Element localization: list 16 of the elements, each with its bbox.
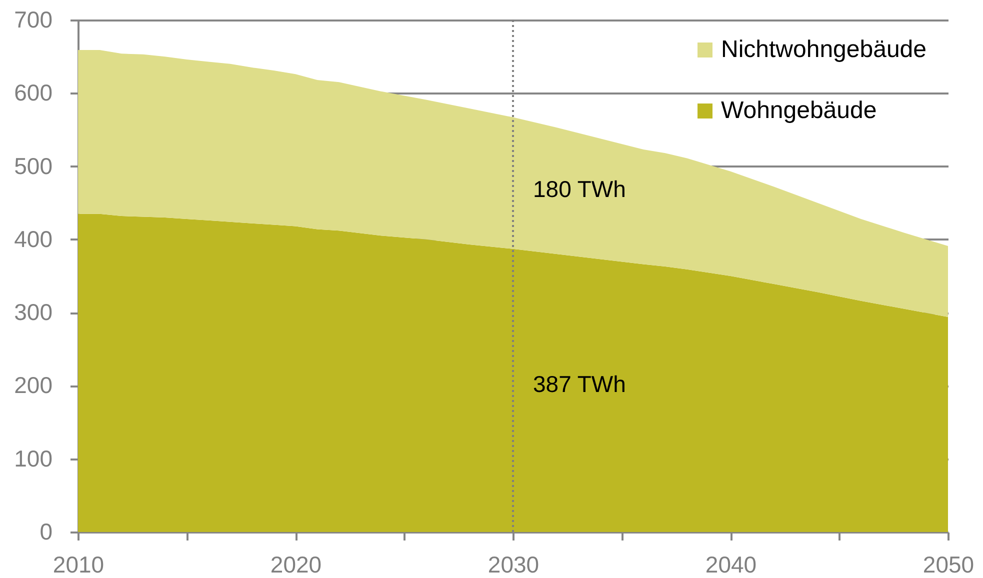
- y-tick-label: 0: [40, 518, 52, 544]
- legend-label: Wohngebäude: [721, 97, 877, 124]
- legend-label: Nichtwohngebäude: [721, 36, 926, 63]
- x-tick-label: 2020: [270, 552, 322, 578]
- y-tick-label: 500: [14, 152, 52, 179]
- x-tick-label: 2010: [52, 552, 104, 578]
- y-tick-label: 200: [14, 372, 52, 398]
- y-tick-label: 700: [14, 6, 52, 32]
- x-tick-label: 2040: [705, 552, 757, 578]
- y-tick-label: 400: [14, 226, 52, 252]
- x-tick-label: 2050: [922, 552, 974, 578]
- y-tick-label: 600: [14, 80, 52, 106]
- y-tick-label: 100: [14, 445, 52, 472]
- annotation: 180 TWh: [533, 176, 626, 202]
- x-tick-label: 2030: [488, 552, 540, 578]
- y-tick-label: 300: [14, 299, 52, 326]
